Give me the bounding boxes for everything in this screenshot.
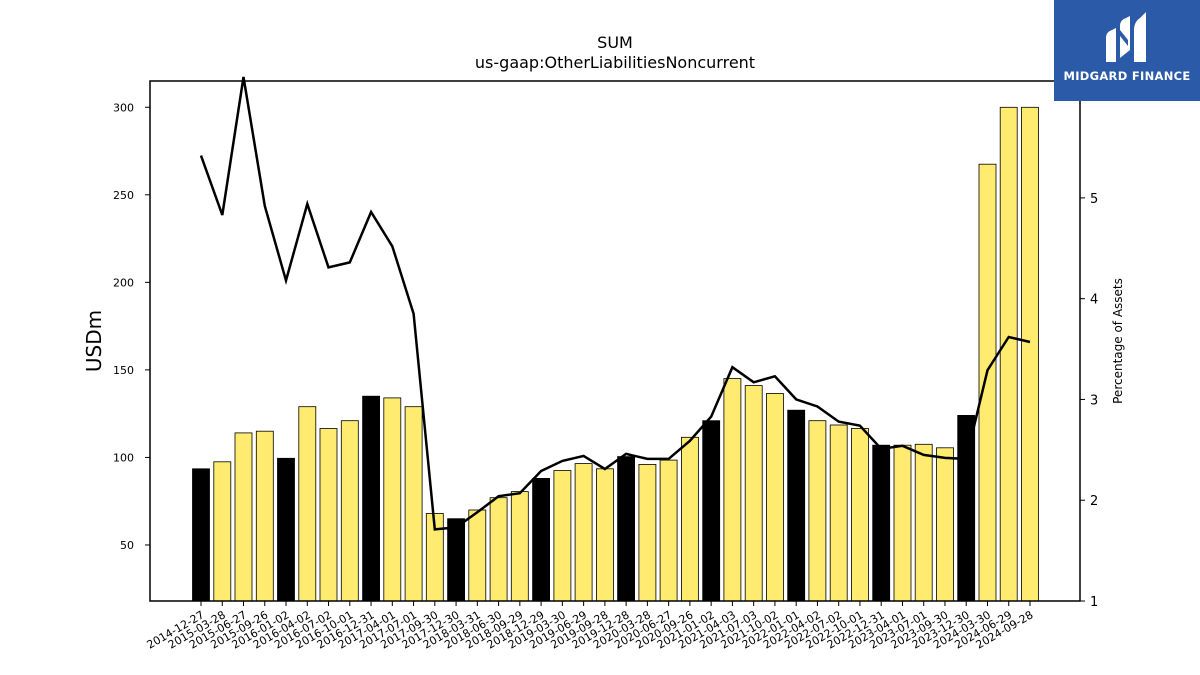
bar	[659, 459, 678, 602]
bar	[510, 491, 529, 602]
bar	[999, 106, 1018, 602]
bar	[872, 444, 891, 602]
y-tick-label: 250	[113, 189, 134, 202]
right-axis-ticks: 1 2 3 4 5	[1080, 192, 1098, 610]
bar	[893, 444, 912, 602]
percentage-of-assets-line	[199, 76, 1031, 531]
brand-logo: MIDGARD FINANCE	[1054, 0, 1200, 101]
bar	[681, 436, 699, 602]
bar	[766, 393, 784, 602]
plot-frame	[149, 80, 1081, 602]
bar	[532, 477, 550, 602]
y-axis-label: USDm	[82, 310, 106, 372]
bar	[404, 406, 423, 602]
y-tick-label: 100	[113, 451, 134, 464]
chart-subtitle: us-gaap:OtherLiabilitiesNoncurrent	[474, 53, 756, 72]
bar	[787, 409, 806, 602]
y-right-tick-label: 3	[1090, 393, 1098, 408]
bar	[447, 518, 466, 602]
y-tick-label: 300	[113, 101, 134, 114]
bar	[319, 428, 338, 602]
bar	[468, 509, 487, 602]
y-right-tick-label: 1	[1090, 595, 1098, 610]
bar	[638, 463, 657, 602]
bar	[617, 456, 635, 602]
logo-text: MIDGARD FINANCE	[1063, 69, 1191, 83]
bar	[298, 406, 317, 602]
bar	[829, 424, 848, 602]
y-tick-label: 200	[113, 276, 134, 289]
midgard-logo-icon	[1106, 12, 1146, 62]
y-right-tick-label: 4	[1090, 293, 1098, 308]
bar	[914, 443, 933, 602]
y-right-tick-label: 5	[1090, 192, 1098, 207]
bar	[574, 463, 593, 602]
chart-title: SUM	[597, 33, 633, 52]
bar	[213, 461, 232, 602]
bar	[340, 420, 359, 602]
bar	[936, 447, 954, 602]
bar	[1021, 106, 1039, 602]
bar	[234, 432, 253, 602]
bar	[702, 420, 721, 602]
bar	[277, 457, 295, 602]
bar	[596, 468, 614, 602]
y-tick-label: 150	[113, 364, 134, 377]
bar	[808, 420, 827, 602]
bar	[957, 414, 976, 602]
bar	[723, 378, 742, 602]
bar	[489, 497, 508, 602]
bar	[744, 385, 763, 602]
y-axis-right-label: Percentage of Assets	[1111, 278, 1125, 404]
bar	[192, 468, 210, 602]
bar	[255, 430, 274, 602]
x-axis-ticks: 2014-12-272015-03-282015-06-272015-09-26…	[145, 601, 1036, 652]
bar	[553, 470, 572, 602]
left-axis-ticks: 50 100 150 200 250 300	[113, 101, 150, 552]
bar	[362, 395, 381, 602]
y-tick-label: 50	[120, 539, 134, 552]
y-right-tick-label: 2	[1090, 494, 1098, 509]
bar-series	[192, 106, 1039, 602]
bar	[978, 163, 997, 602]
bar	[851, 428, 869, 602]
bar	[383, 397, 402, 602]
